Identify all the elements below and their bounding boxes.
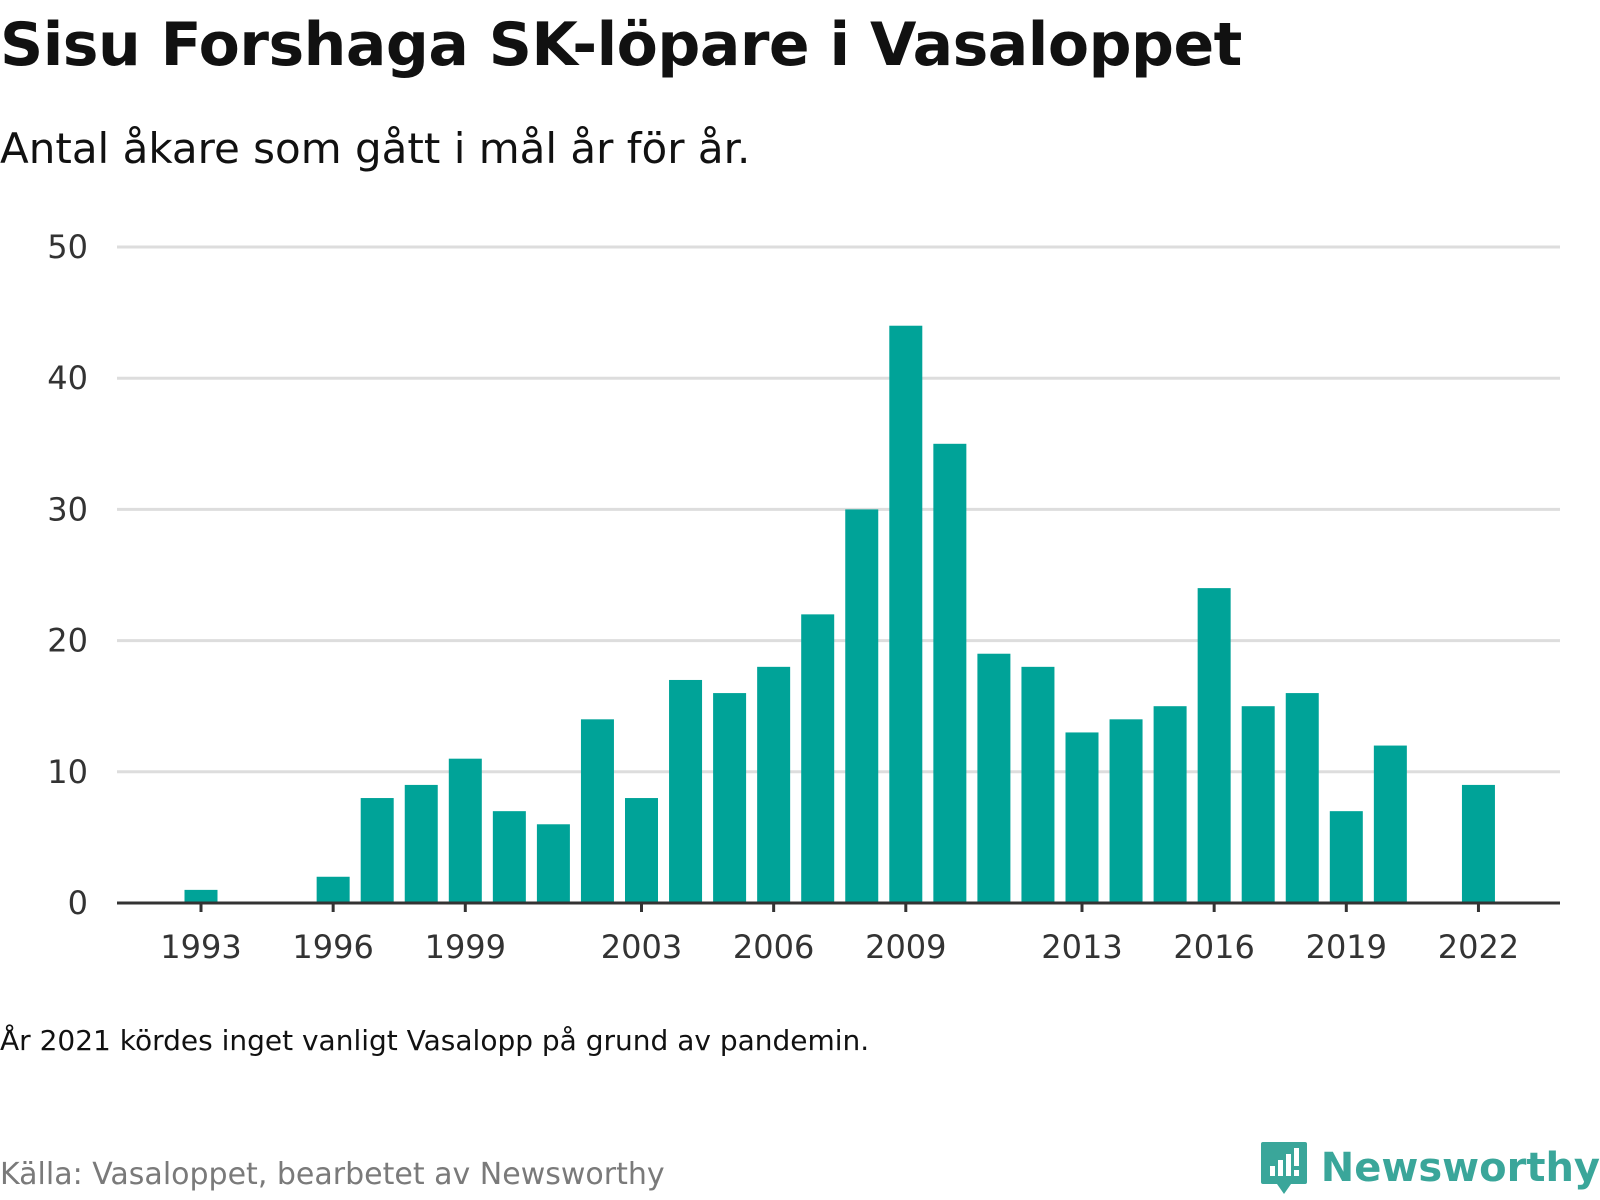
bar: [1285, 693, 1319, 903]
bar: [448, 758, 482, 903]
x-tick-label: 1996: [292, 928, 373, 966]
brand-logo: Newsworthy: [1259, 1140, 1600, 1196]
bar: [1153, 706, 1187, 903]
bar-chart: 0 10 20 30 40 50 1993 1996 1999 2003 2006 2009 2013 2…: [47, 228, 1560, 966]
brand-name: Newsworthy: [1320, 1145, 1600, 1191]
y-tick-label: 30: [47, 490, 88, 528]
bar: [492, 811, 526, 903]
bar: [536, 824, 570, 903]
bar: [1329, 811, 1363, 903]
x-tick-label: 2009: [865, 928, 946, 966]
bar: [580, 719, 614, 903]
x-tick-label: 1993: [160, 928, 241, 966]
bar: [801, 614, 835, 903]
y-tick-label: 0: [68, 884, 88, 922]
bar: [713, 693, 747, 903]
bar: [889, 325, 923, 904]
bar: [404, 784, 438, 903]
chart-title: Sisu Forshaga SK-löpare i Vasaloppet: [0, 10, 1242, 80]
y-tick-label: 40: [47, 359, 88, 397]
bar: [316, 876, 350, 903]
newsworthy-logo-icon: [1260, 1142, 1307, 1194]
bar: [977, 653, 1011, 903]
x-tick-label: 2013: [1041, 928, 1122, 966]
bar: [933, 443, 967, 903]
bar: [1197, 588, 1231, 903]
bar: [1065, 732, 1099, 903]
y-tick-label: 50: [47, 228, 88, 266]
source-credit: Källa: Vasaloppet, bearbetet av Newswort…: [0, 1157, 665, 1192]
y-tick-label: 10: [47, 753, 88, 791]
y-tick-label: 20: [47, 622, 88, 660]
chart-subtitle: Antal åkare som gått i mål år för år.: [0, 124, 751, 173]
bar: [1241, 706, 1275, 903]
bar: [1461, 784, 1495, 903]
x-tick-label: 2016: [1173, 928, 1254, 966]
footnote: År 2021 kördes inget vanligt Vasalopp på…: [0, 1024, 870, 1057]
bar: [1373, 745, 1407, 903]
bar: [669, 679, 703, 903]
x-tick-label: 1999: [425, 928, 506, 966]
bar: [184, 889, 218, 903]
bar: [845, 509, 879, 903]
x-tick-label: 2003: [601, 928, 682, 966]
x-tick-label: 2006: [733, 928, 814, 966]
bar: [360, 798, 394, 903]
bar: [757, 666, 791, 903]
bar: [625, 798, 658, 903]
bar: [1109, 719, 1143, 903]
x-tick-label: 2022: [1438, 928, 1519, 966]
x-tick-label: 2019: [1306, 928, 1387, 966]
bar: [1021, 666, 1055, 903]
